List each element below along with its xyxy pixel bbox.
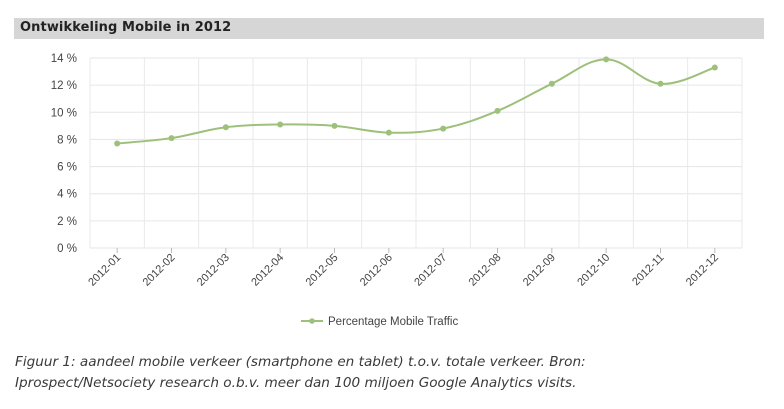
y-tick-label: 14 % [51,53,77,65]
data-point [494,107,501,114]
x-tick-label: 2012-06 [358,252,395,289]
line-chart: 0 %2 %4 %6 %8 %10 %12 %14 % 2012-01 2012-… [51,53,743,328]
data-point [331,122,338,129]
y-tick-label: 10 % [51,107,77,119]
caption-line-2: Iprospect/Netsociety research o.b.v. mee… [15,375,577,391]
data-point [548,80,555,87]
data-point [440,125,447,132]
x-tick-label: 2012-10 [575,252,612,289]
y-axis-tick-labels: 0 % 2 % 4 % 6 % 8 % 10 % 12 % 14 % [51,53,77,255]
x-tick-label: 2012-02 [141,252,178,289]
caption-line-1: Figuur 1: aandeel mobile verkeer (smartp… [15,354,586,370]
y-tick-label: 6 % [57,162,77,174]
y-tick-label: 8 % [57,134,77,146]
chart-title: Ontwikkeling Mobile in 2012 [20,20,232,35]
x-tick-label: 2012-03 [195,252,232,289]
series-line [117,58,716,145]
chart-legend: Percentage Mobile Traffic [301,316,458,328]
data-point [385,129,392,136]
chart-grid [89,57,743,249]
x-tick-label: 2012-05 [304,252,341,289]
figure-caption: Figuur 1: aandeel mobile verkeer (smartp… [15,352,775,394]
legend-marker [309,318,315,324]
x-tick-label: 2012-12 [684,252,721,289]
x-tick-label: 2012-01 [86,252,123,289]
x-tick-label: 2012-04 [249,252,286,289]
y-tick-label: 12 % [51,80,77,92]
data-point [114,140,121,147]
data-point [711,64,718,71]
x-tick-label: 2012-08 [467,252,504,289]
data-point [168,135,175,142]
chart-title-bar: Ontwikkeling Mobile in 2012 [14,18,764,39]
legend-label: Percentage Mobile Traffic [328,316,458,328]
x-tick-label: 2012-11 [630,252,666,288]
x-axis-tick-labels: 2012-01 2012-02 2012-03 2012-04 2012-05 2012-… [86,248,721,289]
x-tick-label: 2012-07 [412,252,449,289]
data-point [222,124,229,131]
data-point [277,121,284,128]
data-point [603,56,610,63]
data-point [657,80,664,87]
y-tick-label: 0 % [57,243,77,255]
y-tick-label: 2 % [57,216,77,228]
series-percentage-mobile-traffic [114,56,718,147]
y-tick-label: 4 % [57,189,77,201]
x-tick-label: 2012-09 [521,252,558,289]
